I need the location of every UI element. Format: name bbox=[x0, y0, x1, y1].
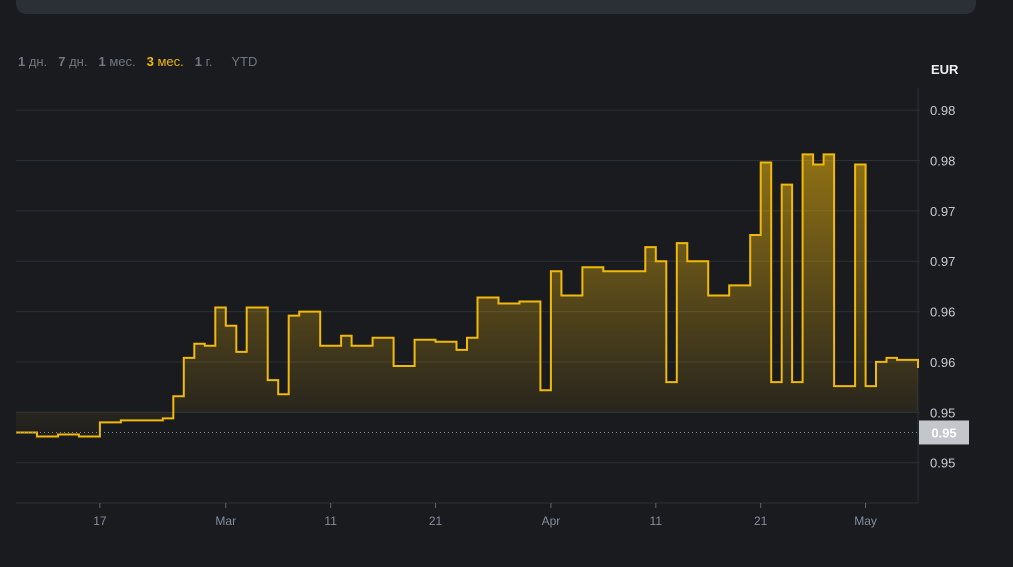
y-tick-label: 0.98 bbox=[930, 103, 955, 118]
x-tick-label: Mar bbox=[215, 514, 236, 528]
current-price-badge: 0.95 bbox=[919, 420, 969, 445]
y-tick-label: 0.97 bbox=[930, 254, 955, 269]
tab-3-months[interactable]: 3 мес. bbox=[146, 54, 184, 69]
tab-1-year[interactable]: 1 г. bbox=[194, 54, 213, 69]
x-axis-labels: 17 Mar 11 21 Apr 11 21 May bbox=[93, 503, 877, 528]
x-tick-label: Apr bbox=[542, 514, 561, 528]
x-tick-label: 11 bbox=[650, 514, 663, 528]
x-tick-label: 21 bbox=[429, 514, 443, 528]
top-toolbar-bar bbox=[16, 0, 976, 14]
price-line-series bbox=[16, 153, 919, 438]
x-tick-label: 21 bbox=[754, 514, 768, 528]
y-axis-labels: 0.98 0.98 0.97 0.97 0.96 0.96 0.95 0.95 bbox=[930, 103, 955, 471]
price-area-fill bbox=[16, 154, 918, 437]
y-tick-label: 0.96 bbox=[930, 305, 955, 320]
y-tick-label: 0.98 bbox=[930, 153, 955, 168]
tab-7-days[interactable]: 7 дн. bbox=[58, 54, 88, 69]
current-price-label: 0.95 bbox=[931, 425, 956, 440]
y-tick-label: 0.95 bbox=[930, 405, 955, 420]
x-tick-label: 17 bbox=[93, 514, 107, 528]
x-tick-label: 11 bbox=[324, 514, 337, 528]
tab-ytd[interactable]: YTD bbox=[231, 54, 258, 69]
currency-label: EUR bbox=[931, 62, 959, 77]
tab-1-day[interactable]: 1 дн. bbox=[18, 54, 48, 69]
y-tick-label: 0.96 bbox=[930, 355, 955, 370]
y-tick-label: 0.95 bbox=[930, 456, 955, 471]
tab-1-month[interactable]: 1 мес. bbox=[98, 54, 136, 69]
time-range-tabs: 1 дн. 7 дн. 1 мес. 3 мес. 1 г. YTD bbox=[18, 54, 257, 72]
y-tick-label: 0.97 bbox=[930, 204, 955, 219]
x-tick-label: May bbox=[854, 514, 877, 528]
